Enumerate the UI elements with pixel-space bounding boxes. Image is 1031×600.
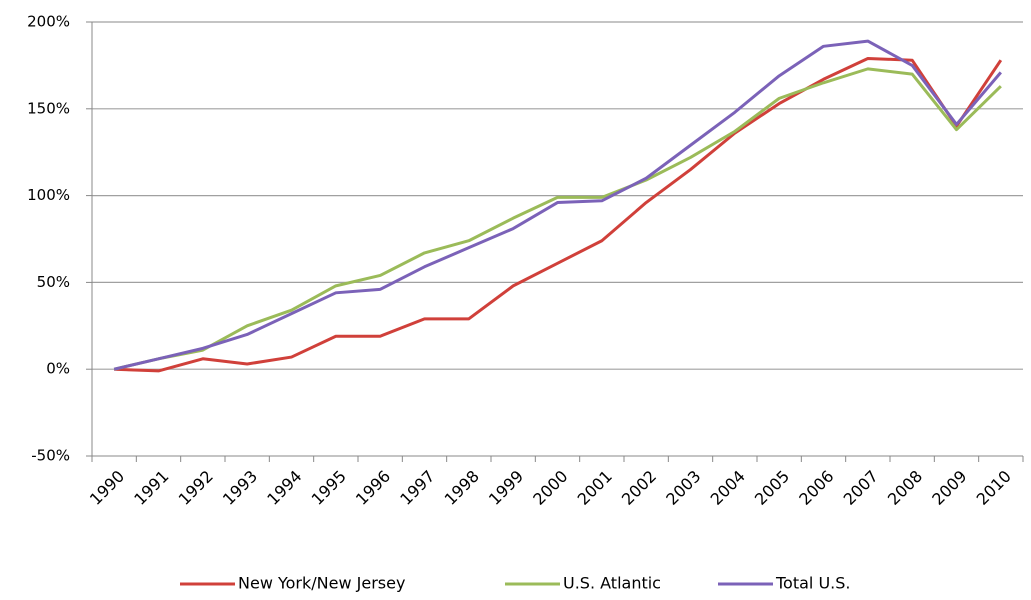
legend-label: Total U.S. [775,574,851,593]
x-tick-label: 1991 [130,467,172,509]
x-tick-label: 2006 [795,467,837,509]
x-tick-label: 2008 [884,467,926,509]
series-line [114,56,1003,373]
x-tick-label: 2004 [707,467,749,509]
series-line [113,39,1002,371]
x-tick-label: 2007 [840,467,882,509]
series-line [113,67,1002,371]
x-tick-label: 2002 [618,467,660,509]
x-tick-label: 1992 [175,467,217,509]
x-tick-label: 2001 [574,467,616,509]
y-tick-label: 0% [46,360,70,378]
x-tick-label: 1994 [263,467,305,509]
y-tick-label: -50% [31,447,70,465]
x-tick-label: 1996 [352,467,394,509]
y-tick-label: 150% [27,99,70,117]
x-tick-label: 1995 [308,467,350,509]
x-tick-label: 2000 [529,467,571,509]
x-tick-label: 1990 [86,467,128,509]
x-tick-label: 1999 [485,467,527,509]
y-tick-label: 100% [27,186,70,204]
x-tick-label: 2010 [973,467,1015,509]
x-tick-label: 2003 [662,467,704,509]
y-tick-label: 200% [27,13,70,31]
x-tick-label: 2009 [928,467,970,509]
x-tick-label: 1998 [441,467,483,509]
x-tick-label: 2005 [751,467,793,509]
x-tick-label: 1993 [219,467,261,509]
y-tick-label: 50% [37,273,70,291]
legend-label: New York/New Jersey [238,574,405,593]
legend-label: U.S. Atlantic [563,574,661,593]
x-tick-label: 1997 [396,467,438,509]
